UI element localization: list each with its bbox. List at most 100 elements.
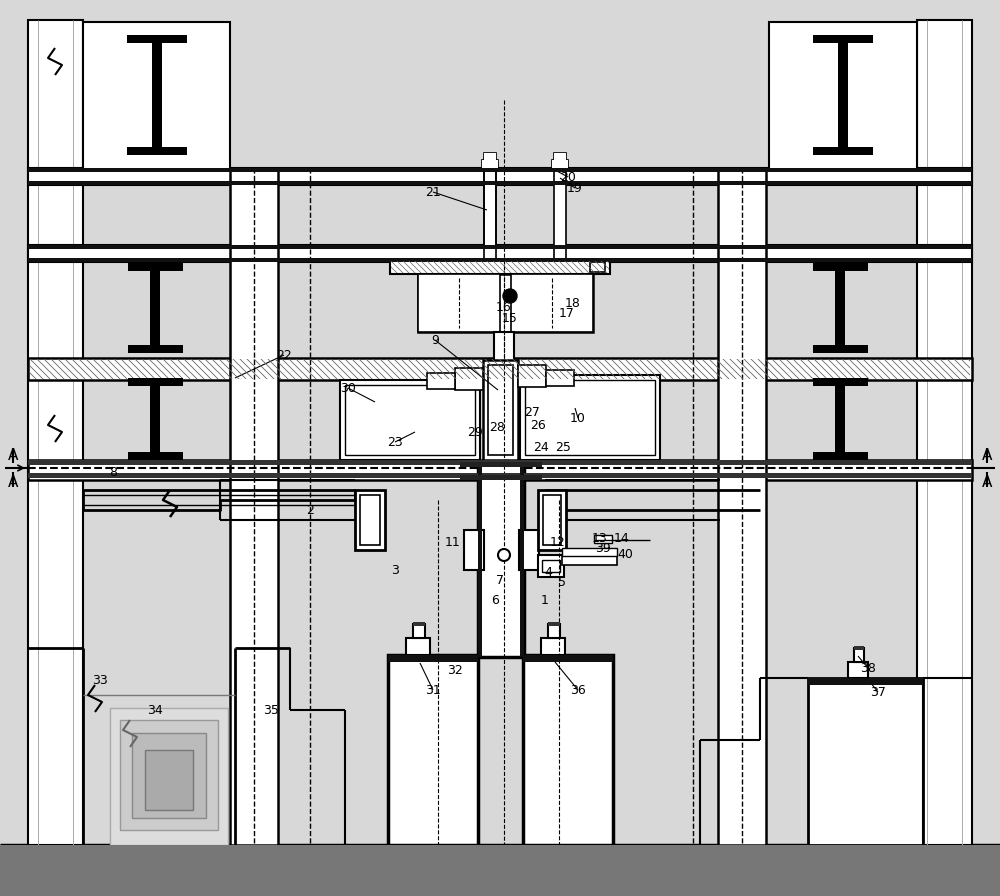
Bar (543, 495, 561, 545)
Bar (128, 263, 183, 271)
Bar (127, 147, 187, 155)
Text: 6: 6 (491, 593, 499, 607)
Bar (554, 153, 566, 161)
Circle shape (503, 289, 517, 303)
Bar (28, 473, 972, 478)
Bar (28, 168, 972, 185)
Bar (390, 260, 610, 274)
Bar (0, 845, 1000, 896)
Bar (813, 263, 868, 271)
Text: A: A (982, 475, 992, 489)
Circle shape (498, 549, 510, 561)
Bar (128, 452, 183, 460)
Bar (808, 678, 923, 685)
Bar (83, 22, 230, 170)
Text: 21: 21 (425, 185, 441, 199)
Text: 32: 32 (447, 664, 463, 676)
Text: 24: 24 (533, 441, 549, 453)
Bar (132, 733, 206, 818)
Text: A: A (8, 475, 18, 489)
Bar (28, 358, 972, 380)
Bar (590, 262, 605, 272)
Bar (523, 655, 613, 845)
Text: A: A (8, 447, 18, 462)
Bar (484, 153, 496, 161)
Text: 33: 33 (92, 674, 108, 686)
Bar (28, 245, 972, 262)
Bar (152, 43, 162, 147)
Bar (854, 646, 864, 650)
Text: 10: 10 (570, 411, 586, 425)
Bar (538, 555, 564, 577)
Bar (552, 160, 568, 168)
Text: 34: 34 (147, 703, 163, 717)
Bar (554, 165, 566, 273)
Bar (525, 380, 655, 455)
Text: 39: 39 (595, 541, 611, 555)
Text: 11: 11 (445, 536, 461, 548)
Bar (838, 43, 848, 147)
Bar (418, 274, 593, 332)
Bar (28, 181, 972, 185)
Bar (835, 271, 845, 345)
Bar (30, 359, 970, 379)
Text: 1: 1 (541, 593, 549, 607)
Bar (413, 622, 425, 626)
Bar (484, 153, 496, 161)
Bar (482, 160, 498, 168)
Text: 9: 9 (431, 333, 439, 347)
Bar (28, 245, 972, 249)
Bar (391, 261, 609, 273)
Bar (542, 560, 560, 572)
Text: 27: 27 (524, 406, 540, 418)
Text: 17: 17 (559, 306, 575, 320)
Bar (484, 165, 496, 273)
Bar (230, 168, 278, 845)
Bar (494, 332, 514, 462)
Bar (854, 648, 864, 662)
Bar (120, 720, 218, 830)
Bar (360, 495, 380, 545)
Bar (917, 20, 972, 845)
Text: 19: 19 (567, 182, 583, 194)
Text: 40: 40 (617, 547, 633, 561)
Bar (511, 274, 593, 332)
Bar (150, 271, 160, 345)
Text: 26: 26 (530, 418, 546, 432)
Bar (546, 370, 574, 386)
Text: A: A (982, 447, 992, 462)
Bar (478, 462, 524, 657)
Bar (835, 386, 845, 452)
Bar (388, 655, 478, 845)
Bar (455, 368, 483, 390)
Bar (813, 452, 868, 460)
Bar (718, 168, 766, 845)
Text: 3: 3 (391, 564, 399, 576)
Bar (813, 147, 873, 155)
Bar (520, 375, 660, 460)
Text: 35: 35 (263, 703, 279, 717)
Bar (28, 258, 972, 262)
Bar (552, 160, 568, 168)
Bar (464, 530, 484, 570)
Text: 38: 38 (860, 661, 876, 675)
Bar (562, 555, 617, 565)
Bar (127, 35, 187, 43)
Bar (110, 708, 228, 845)
Text: 5: 5 (558, 575, 566, 589)
Bar (460, 462, 542, 467)
Bar (427, 373, 455, 389)
Text: 2: 2 (306, 504, 314, 516)
Text: 13: 13 (592, 531, 608, 545)
Bar (345, 385, 475, 455)
Text: 16: 16 (496, 300, 512, 314)
Text: 4: 4 (544, 565, 552, 579)
Bar (406, 638, 430, 655)
Text: 25: 25 (555, 441, 571, 453)
Bar (145, 750, 193, 810)
Bar (150, 386, 160, 452)
Bar (413, 624, 425, 638)
Bar (355, 490, 385, 550)
Text: 18: 18 (565, 297, 581, 309)
Bar (541, 638, 565, 655)
